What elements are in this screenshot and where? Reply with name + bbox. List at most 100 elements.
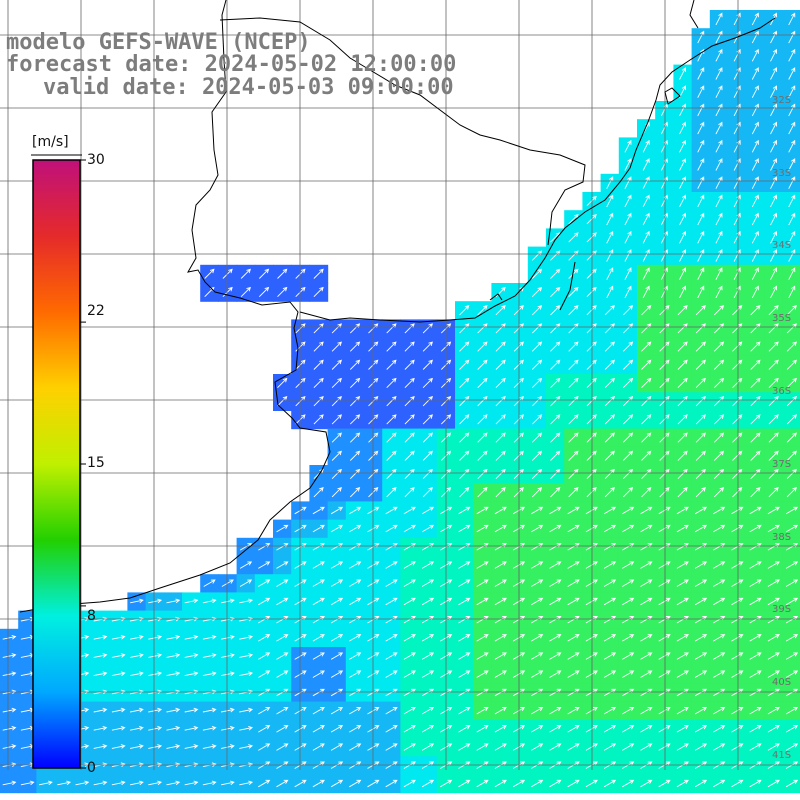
wind-arrow bbox=[679, 194, 687, 208]
wind-arrow bbox=[751, 267, 759, 280]
wind-arrow bbox=[221, 598, 235, 604]
wind-arrow bbox=[349, 450, 361, 461]
wind-cell bbox=[418, 537, 438, 557]
wind-arrow bbox=[422, 396, 433, 407]
wind-arrow bbox=[330, 634, 344, 642]
wind-arrow bbox=[258, 779, 271, 788]
wind-cell bbox=[455, 537, 474, 557]
wind-arrow bbox=[240, 286, 251, 298]
wind-arrow bbox=[694, 634, 708, 642]
wind-arrow bbox=[715, 249, 723, 262]
wind-cell bbox=[764, 719, 784, 739]
wind-arrow bbox=[495, 450, 506, 461]
wind-cell bbox=[291, 519, 310, 539]
wind-arrow bbox=[715, 103, 723, 117]
wind-arrow bbox=[768, 487, 779, 498]
wind-arrow bbox=[184, 634, 199, 640]
wind-cell bbox=[455, 756, 474, 775]
wind-arrow bbox=[767, 743, 780, 751]
wind-arrow bbox=[679, 176, 687, 189]
lat-lon-grid bbox=[0, 0, 800, 770]
wind-arrow bbox=[749, 597, 762, 606]
wind-arrow bbox=[641, 487, 652, 498]
wind-arrow bbox=[349, 341, 361, 352]
wind-arrow bbox=[404, 396, 415, 407]
wind-cell bbox=[564, 519, 583, 539]
wind-arrow bbox=[549, 652, 562, 660]
lat-label-37s: 37S bbox=[772, 459, 792, 470]
wind-arrow bbox=[312, 506, 325, 515]
wind-cell bbox=[200, 574, 219, 593]
wind-cell bbox=[746, 519, 765, 539]
wind-arrow bbox=[768, 396, 779, 407]
wind-cell bbox=[382, 719, 401, 739]
lat-label-33s: 33S bbox=[772, 168, 792, 179]
wind-arrow bbox=[785, 524, 799, 533]
wind-cell bbox=[673, 665, 693, 684]
wind-arrow bbox=[694, 670, 708, 678]
wind-arrow bbox=[715, 121, 723, 135]
wind-arrow bbox=[349, 487, 361, 498]
wind-arrow bbox=[422, 468, 433, 480]
wind-cell bbox=[691, 719, 711, 739]
wind-arrow bbox=[694, 652, 708, 660]
wind-arrow bbox=[476, 779, 489, 788]
wind-arrow bbox=[330, 779, 344, 788]
wind-arrow bbox=[751, 285, 759, 299]
wind-cell bbox=[527, 519, 547, 539]
wind-arrow bbox=[476, 634, 489, 642]
wind-cell bbox=[746, 628, 765, 648]
wind-arrow bbox=[549, 579, 562, 587]
wind-cell bbox=[600, 719, 620, 739]
wind-arrow bbox=[549, 634, 562, 642]
wind-arrow bbox=[603, 670, 617, 678]
wind-arrow bbox=[404, 377, 415, 389]
wind-arrow bbox=[770, 285, 778, 299]
wind-arrow bbox=[568, 450, 579, 461]
wind-cell bbox=[564, 756, 583, 775]
lat-label-39s: 39S bbox=[772, 604, 792, 615]
wind-cell bbox=[473, 628, 492, 648]
wind-arrow bbox=[586, 487, 597, 498]
wind-arrow bbox=[2, 707, 17, 713]
wind-arrow bbox=[494, 524, 507, 533]
wind-arrow bbox=[732, 359, 743, 370]
wind-arrow bbox=[531, 597, 544, 606]
wind-arrow bbox=[713, 414, 725, 425]
wind-arrow bbox=[749, 579, 762, 587]
wind-arrow bbox=[386, 414, 397, 425]
wind-arrow bbox=[531, 396, 543, 407]
wind-cell bbox=[709, 719, 729, 739]
wind-arrow bbox=[788, 67, 796, 80]
wind-arrow bbox=[111, 653, 126, 658]
wind-cell bbox=[564, 537, 583, 557]
wind-arrow bbox=[676, 652, 689, 660]
wind-arrow bbox=[130, 653, 144, 658]
wind-arrow bbox=[531, 743, 544, 751]
wind-arrow bbox=[166, 725, 181, 731]
wind-arrow bbox=[767, 561, 780, 569]
wind-arrow bbox=[641, 341, 652, 352]
wind-arrow bbox=[768, 414, 779, 425]
wind-arrow bbox=[403, 670, 416, 678]
wind-arrow bbox=[624, 212, 632, 226]
wind-arrow bbox=[2, 634, 17, 640]
wind-arrow bbox=[331, 359, 342, 370]
wind-cell bbox=[728, 719, 747, 739]
wind-arrow bbox=[622, 305, 634, 316]
wind-arrow bbox=[715, 230, 723, 244]
wind-arrow bbox=[312, 634, 325, 642]
wind-cell bbox=[345, 756, 365, 775]
wind-cell bbox=[764, 628, 784, 648]
colorbar-tick-22: 22 bbox=[87, 303, 105, 319]
wind-arrow bbox=[567, 506, 580, 515]
wind-arrow bbox=[567, 670, 580, 678]
wind-cell bbox=[291, 628, 310, 648]
wind-arrow bbox=[386, 377, 397, 389]
wind-arrow bbox=[367, 779, 380, 788]
wind-cell bbox=[382, 756, 401, 775]
wind-arrow bbox=[785, 597, 799, 606]
wind-arrow bbox=[676, 524, 689, 533]
wind-cell bbox=[273, 719, 292, 739]
wind-arrow bbox=[786, 377, 797, 389]
